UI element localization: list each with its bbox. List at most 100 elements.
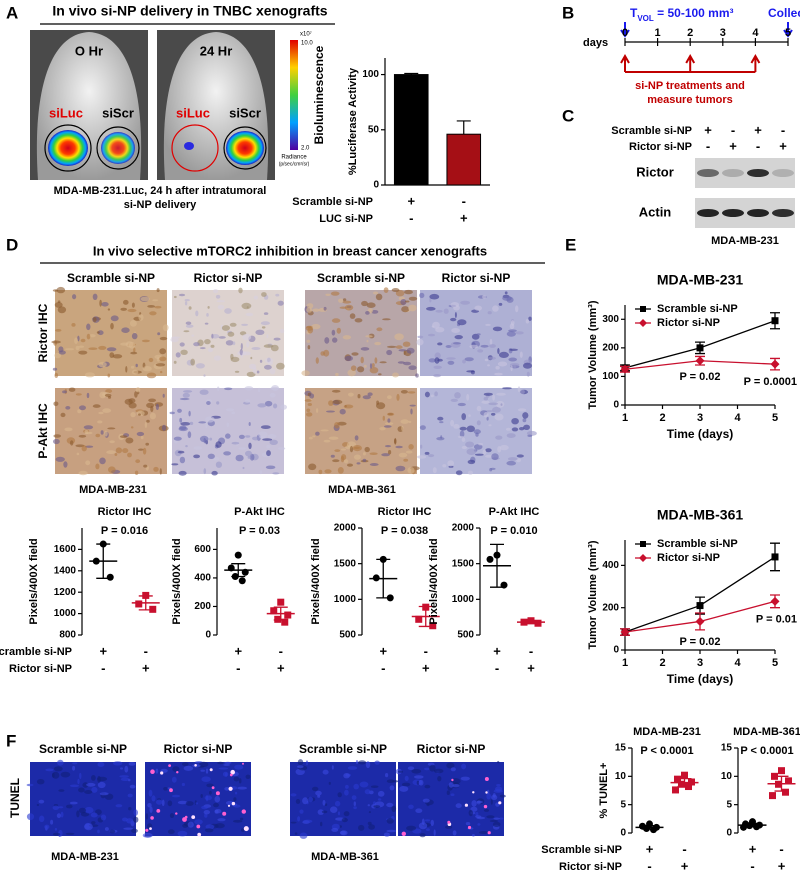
micrograph-texture [185, 321, 192, 325]
chart-title: P-Akt IHC [234, 506, 285, 518]
micrograph-texture [259, 436, 267, 439]
micrograph-texture [511, 427, 519, 432]
micrograph-texture [486, 815, 495, 819]
micrograph-texture [99, 299, 102, 307]
micrograph-texture [162, 324, 169, 332]
micrograph-texture [177, 450, 185, 454]
micrograph-texture [443, 308, 449, 314]
micrograph-texture [78, 345, 85, 348]
micrograph-texture [264, 364, 272, 370]
micrograph-texture [511, 418, 519, 425]
micrograph-texture [318, 469, 323, 475]
micrograph-texture [185, 445, 188, 448]
micrograph-texture [248, 422, 251, 426]
micrograph-texture [402, 341, 411, 347]
micrograph-texture [474, 453, 484, 456]
data-point [270, 607, 278, 615]
micrograph-texture [334, 800, 341, 807]
micrograph-texture [229, 322, 237, 327]
micrograph-texture [156, 288, 160, 293]
micrograph-texture [172, 766, 180, 772]
y-tick-label: 200 [602, 342, 619, 353]
chart-title: Rictor IHC [378, 506, 432, 518]
micrograph-texture [430, 819, 434, 827]
micrograph-texture [199, 347, 206, 350]
micrograph-texture [131, 369, 139, 375]
micrograph-texture [75, 345, 80, 351]
condition-mark: - [424, 643, 428, 658]
cell-label: MDA-MB-231 [79, 484, 147, 496]
cell-label: MDA-MB-231 [51, 851, 119, 863]
end-label: Collect [768, 6, 800, 20]
micrograph-texture [238, 447, 246, 450]
y-tick-label: 2000 [334, 523, 357, 534]
micrograph-texture [436, 437, 445, 441]
micrograph-texture [510, 320, 515, 326]
micrograph-texture [334, 449, 341, 452]
micrograph-texture [404, 775, 409, 782]
y-tick-label: 1400 [54, 565, 77, 576]
micrograph-texture [99, 457, 106, 465]
micrograph-texture [488, 402, 499, 406]
micrograph-texture [331, 389, 341, 393]
micrograph-texture [473, 444, 483, 450]
micrograph-texture [250, 356, 253, 360]
micrograph-texture [181, 782, 185, 787]
micrograph-texture [426, 306, 436, 311]
tunel-spot [215, 791, 220, 796]
tunel-spot [150, 816, 154, 820]
micrograph-texture [408, 420, 412, 424]
micrograph-texture [99, 792, 109, 796]
micrograph-texture [185, 801, 194, 806]
micrograph-texture [184, 301, 188, 306]
micrograph-texture [347, 766, 358, 770]
panel-header: In vivo selective mTORC2 inhibition in b… [93, 243, 487, 258]
y-axis-label: Tumor Volume (mm³) [587, 300, 599, 409]
micrograph-texture [205, 768, 209, 774]
day-label: 0 [622, 27, 628, 39]
micrograph-texture [453, 342, 461, 345]
micrograph-texture [138, 314, 144, 321]
micrograph-texture [159, 336, 168, 341]
micrograph-texture [510, 365, 513, 372]
condition-mark: - [279, 643, 283, 658]
chart-subtitle: P < 0.0001 [740, 745, 793, 757]
micrograph-texture [96, 331, 100, 334]
micrograph-texture [248, 442, 252, 449]
condition-mark: + [527, 660, 535, 675]
micrograph-texture [337, 811, 341, 816]
micrograph-texture [175, 352, 181, 358]
micrograph-texture [53, 401, 59, 407]
tunel-spot [231, 801, 236, 806]
micrograph-texture [331, 827, 339, 832]
condition-label: Scramble si-NP [292, 196, 373, 208]
micrograph-texture [489, 819, 499, 823]
micrograph-texture [183, 390, 193, 393]
arrow [783, 22, 793, 38]
micrograph-texture [417, 455, 427, 459]
micrograph-texture [349, 445, 354, 453]
column-label: Scramble si-NP [39, 742, 127, 756]
micrograph-texture [119, 775, 129, 778]
micrograph-texture [209, 790, 212, 795]
micrograph-texture [341, 817, 348, 823]
micrograph-texture [179, 456, 186, 464]
micrograph-texture [373, 805, 381, 808]
micrograph-texture [265, 465, 276, 470]
row-mark: - [731, 122, 735, 137]
panel-letter: F [6, 731, 16, 750]
micrograph-texture [128, 807, 132, 811]
micrograph-texture [237, 786, 247, 790]
y-tick-label: 100 [362, 69, 379, 80]
micrograph-texture [131, 828, 138, 834]
micrograph-texture [142, 366, 152, 372]
x-axis-label: Time (days) [667, 427, 733, 441]
micrograph-texture [418, 822, 428, 830]
micrograph-texture [407, 467, 415, 474]
micrograph-texture [106, 347, 117, 352]
micrograph-texture [362, 458, 367, 462]
row-mark: + [704, 122, 712, 137]
data-point [106, 573, 114, 581]
micrograph-texture [194, 819, 203, 825]
micrograph-texture [418, 779, 424, 786]
